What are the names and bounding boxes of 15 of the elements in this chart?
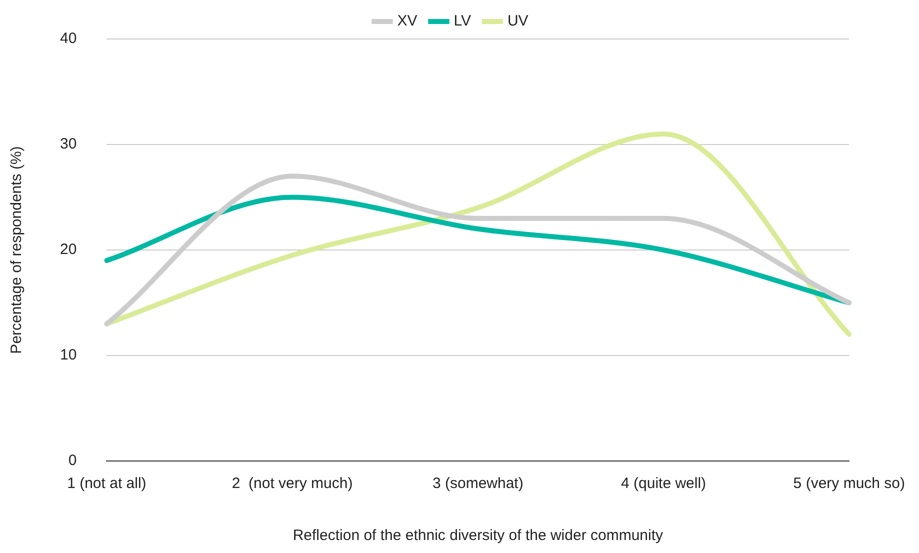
y-tick-label: 40 (60, 30, 77, 48)
x-tick-label: 2 (not very much) (232, 475, 353, 492)
y-tick-label: 0 (68, 452, 77, 470)
x-tick-label: 3 (somewhat) (432, 475, 524, 492)
legend-label: UV (507, 12, 528, 30)
x-tick-label: 1 (not at all) (67, 475, 146, 492)
legend-label: XV (397, 12, 418, 30)
x-tick-label: 4 (quite well) (621, 475, 706, 492)
y-axis-title: Percentage of respondents (%) (8, 146, 26, 354)
legend-label: LV (454, 12, 471, 30)
y-tick-label: 30 (60, 136, 77, 153)
y-tick-label: 10 (60, 346, 77, 364)
x-axis-title: Reflection of the ethnic diversity of the wider community (292, 527, 664, 544)
y-tick-label: 20 (60, 241, 77, 258)
x-tick-label: 5 (very much so) (793, 475, 906, 492)
